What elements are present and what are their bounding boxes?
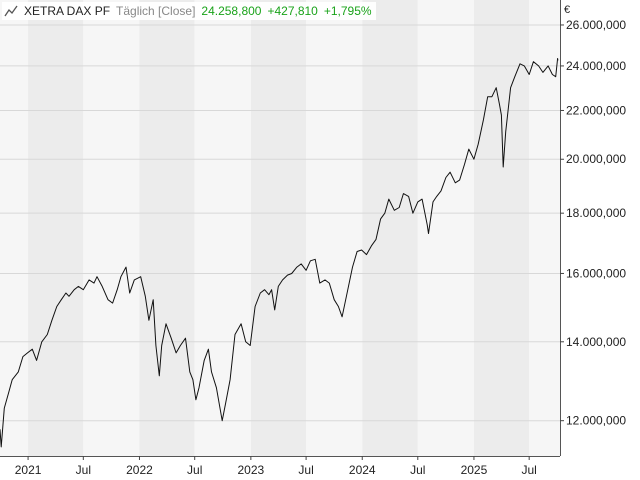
x-tick-label: 2022: [126, 463, 153, 477]
background-band: [306, 0, 363, 456]
x-tick-label: Jul: [522, 463, 537, 477]
y-tick-label: 16.000,000: [566, 266, 626, 280]
x-tick-label: 2024: [349, 463, 376, 477]
legend: XETRA DAX PF Täglich [Close] 24.258,800 …: [2, 2, 376, 20]
pct-change: +1,795%: [323, 4, 372, 18]
x-tick-label: 2021: [15, 463, 42, 477]
background-band: [473, 0, 530, 456]
series-line: [0, 58, 559, 448]
y-tick-label: 26.000,000: [566, 18, 626, 32]
background-band: [28, 0, 84, 456]
y-axis-ticks: 12.000,000 14.000,000 16.000,000 18.000,000…: [560, 18, 626, 428]
instrument-name: XETRA DAX PF: [24, 4, 111, 18]
series-group: [0, 58, 559, 448]
background-band: [83, 0, 140, 456]
background-band: [417, 0, 474, 456]
period-label: Täglich [Close]: [116, 4, 196, 18]
x-tick-label: Jul: [187, 463, 202, 477]
y-axis-unit-label: €: [564, 4, 570, 16]
y-tick-label: 12.000,000: [566, 414, 626, 428]
background-band: [0, 0, 29, 456]
abs-change: +427,810: [267, 4, 318, 18]
x-tick-label: Jul: [298, 463, 313, 477]
y-tick-label: 24.000,000: [566, 59, 626, 73]
axes: [0, 0, 561, 457]
x-tick-label: Jul: [410, 463, 425, 477]
x-axis-ticks: 2021 Jul 2022 Jul 2023 Jul 2024 Jul 2025 Jul: [15, 456, 537, 477]
y-tick-label: 18.000,000: [566, 206, 626, 220]
background-bands: [0, 0, 560, 456]
y-tick-label: 22.000,000: [566, 103, 626, 117]
x-tick-label: 2023: [238, 463, 265, 477]
background-band: [362, 0, 418, 456]
x-tick-label: Jul: [76, 463, 91, 477]
background-band: [194, 0, 251, 456]
background-band: [529, 0, 560, 456]
grid: [0, 24, 560, 422]
background-band: [250, 0, 307, 456]
last-value: 24.258,800: [201, 4, 262, 18]
x-tick-label: 2025: [461, 463, 488, 477]
background-band: [139, 0, 195, 456]
line-chart-icon: [4, 4, 18, 18]
y-tick-label: 14.000,000: [566, 335, 626, 349]
y-tick-label: 20.000,000: [566, 152, 626, 166]
